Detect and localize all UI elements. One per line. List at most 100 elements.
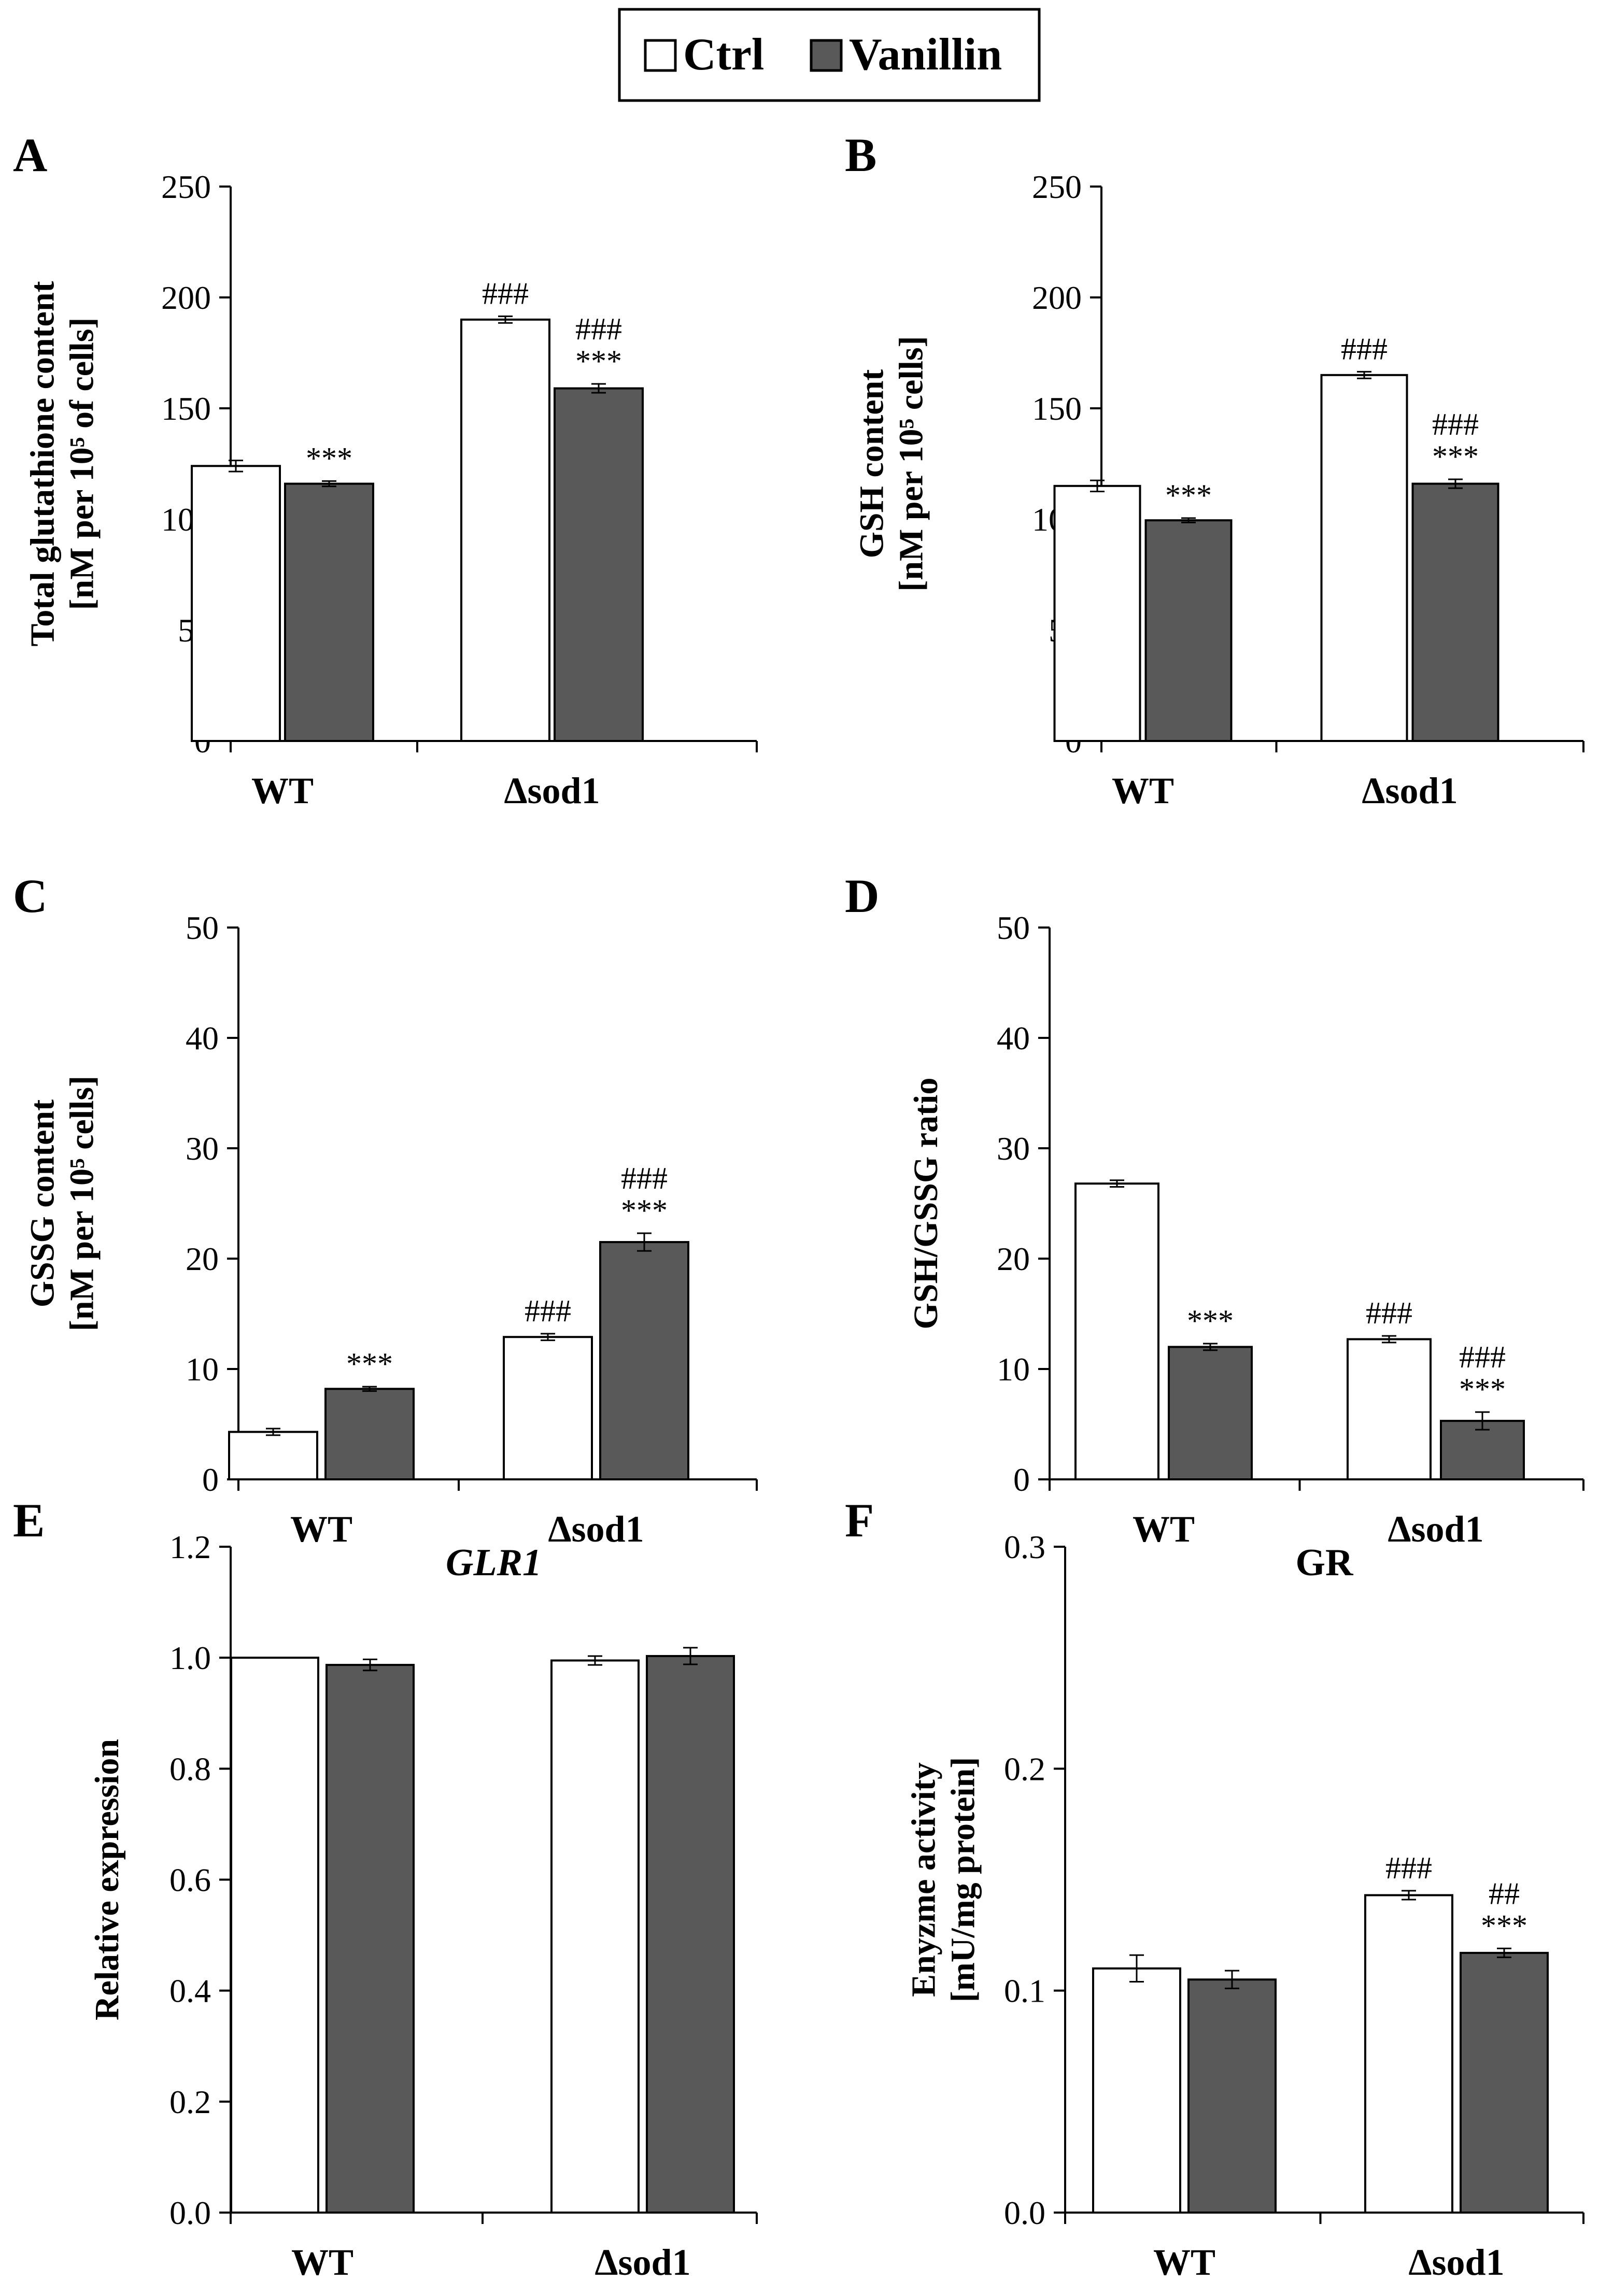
panel-c-bar-vanillin — [599, 1241, 689, 1481]
panel-c: C 0 10 20 30 40 50 WT Δsod1 GSSG content[nM per 1… — [13, 869, 758, 1550]
panel-d-y-axis-label-line: GSH/GSSG ratio — [907, 1078, 945, 1330]
panel-c-y-axis-label-line: GSSG content — [23, 1100, 61, 1308]
panel-d-letter: D — [845, 869, 879, 922]
legend-label-vanillin: Vanillin — [849, 30, 1002, 80]
panel-b-y-tick-label: 150 — [1032, 390, 1082, 427]
panel-a-y-tick-label: 150 — [161, 390, 211, 427]
panel-f-category-label: Δsod1 — [1408, 2242, 1504, 2283]
panel-f-y-tick-label: 0.1 — [1004, 1973, 1045, 2009]
panel-f-y-axis-label: Enyzme activity[mU/mg protein] — [904, 1757, 982, 2003]
panel-d-y-tick-label: 30 — [997, 1130, 1030, 1167]
legend: Ctrl Vanillin — [618, 8, 1041, 102]
panel-b: B050100150200250WTΔsod1GSH content[nM pe… — [845, 129, 1584, 811]
panel-f-y-tick-label: 0.0 — [1004, 2194, 1045, 2231]
panel-c-significance-label: *** — [621, 1193, 668, 1228]
panel-d-bar-ctrl — [1347, 1338, 1432, 1480]
panel-d-y-tick-label: 10 — [997, 1351, 1030, 1388]
panel-d-y-tick-label: 50 — [997, 909, 1030, 946]
panel-f-title: GR — [1296, 1542, 1354, 1584]
legend-label-ctrl: Ctrl — [683, 30, 764, 80]
panel-e-y-axis-label-line: Relative expression — [88, 1739, 126, 2020]
panel-d-y-tick-label: 20 — [997, 1240, 1030, 1277]
panel-e-y-tick-label: 0.8 — [169, 1750, 211, 1787]
panel-e: E GLR1 0.0 0.2 0.4 0.6 0.8 1.0 1.2 WT Δsod1 Relativ… — [13, 1494, 758, 2283]
panel-d-bar-ctrl — [1074, 1182, 1159, 1480]
panel-c-y-axis-label-line: [nM per 10⁵ cells] — [63, 1076, 101, 1331]
panels: A050100150200250WTΔsod1Total glutathione… — [13, 129, 1584, 2283]
panel-a-significance-label: ### — [575, 312, 622, 346]
panel-f-category-label: WT — [1153, 2242, 1215, 2283]
panel-e-bar-ctrl — [550, 1659, 640, 2214]
panel-e-y-tick-label: 0.4 — [169, 1973, 211, 2009]
panel-c-category-label: Δsod1 — [548, 1508, 644, 1550]
panel-f-significance-label: ## — [1489, 1876, 1520, 1910]
legend-swatch-vanillin — [810, 39, 843, 72]
panel-f-y-tick-label: 0.3 — [1004, 1529, 1045, 1565]
panel-a-y-axis-label: Total glutathione content[nM per 10⁵ of … — [23, 281, 101, 646]
panel-a-y-axis-label-line: [nM per 10⁵ of cells] — [63, 318, 101, 610]
panel-d-y-tick-label: 40 — [997, 1020, 1030, 1057]
panel-a: A050100150200250WTΔsod1Total glutathione… — [13, 129, 758, 811]
panel-e-bar-vanillin — [646, 1655, 735, 2214]
panel-c-y-axis-label: GSSG content[nM per 10⁵ cells] — [23, 1076, 101, 1331]
panel-e-y-axis-label: Relative expression — [88, 1739, 126, 2020]
panel-e-letter: E — [13, 1494, 45, 1547]
panel-a-y-tick-label: 250 — [161, 168, 211, 205]
panel-b-bar-vanillin — [1144, 519, 1233, 742]
panel-b-y-axis-label: GSH content[nM per 10⁵ cells] — [853, 336, 930, 591]
panel-e-bar-ctrl — [230, 1657, 319, 2214]
panel-f-bar-vanillin — [1460, 1951, 1549, 2214]
panel-a-significance-label: ### — [482, 276, 529, 310]
panel-a-significance-label: *** — [575, 344, 622, 378]
panel-f-letter: F — [845, 1494, 874, 1547]
panel-a-category-label: Δsod1 — [504, 770, 600, 811]
panel-a-category-label: WT — [251, 770, 314, 811]
panel-b-y-tick-label: 200 — [1032, 279, 1082, 316]
panel-f-y-tick-label: 0.2 — [1004, 1750, 1045, 1787]
panel-e-y-tick-label: 0.2 — [169, 2084, 211, 2120]
panel-a-bar-ctrl — [191, 465, 281, 742]
panel-b-y-tick-label: 250 — [1032, 168, 1082, 205]
panel-b-significance-label: *** — [1432, 439, 1479, 474]
panel-c-y-tick-label: 30 — [186, 1130, 219, 1167]
panel-f-bar-ctrl — [1364, 1894, 1453, 2214]
panel-c-y-tick-label: 0 — [202, 1461, 219, 1498]
panel-c-bar-vanillin — [324, 1388, 415, 1481]
panel-f-y-axis-label-line: Enyzme activity — [904, 1762, 942, 1997]
panel-b-category-label: WT — [1112, 770, 1174, 811]
panel-d-bar-vanillin — [1440, 1420, 1525, 1481]
panel-c-category-label: WT — [290, 1508, 352, 1550]
panel-d-significance-label: *** — [1459, 1372, 1506, 1406]
panel-e-y-tick-label: 1.2 — [169, 1529, 211, 1565]
panel-f: F GR 0.0 0.1 0.2 0.3 WT Δsod1 Enyzme activity[mU… — [845, 1494, 1584, 2283]
panel-d-y-axis-label: GSH/GSSG ratio — [907, 1078, 945, 1330]
panel-e-y-tick-label: 0.6 — [169, 1862, 211, 1899]
panel-a-bar-vanillin — [284, 482, 374, 743]
panel-c-y-tick-label: 40 — [186, 1020, 219, 1057]
panel-b-significance-label: ### — [1341, 332, 1388, 366]
panel-c-bar-ctrl — [503, 1336, 593, 1480]
panel-f-bar-vanillin — [1187, 1978, 1277, 2214]
panel-b-y-axis-label-line: [nM per 10⁵ cells] — [892, 336, 930, 591]
panel-c-y-tick-label: 20 — [186, 1240, 219, 1277]
panel-c-y-tick-label: 10 — [186, 1351, 219, 1388]
panel-b-letter: B — [845, 129, 876, 181]
panel-a-y-axis-label-line: Total glutathione content — [23, 281, 61, 646]
panel-c-significance-label: *** — [346, 1347, 393, 1381]
panel-d-category-label: WT — [1133, 1508, 1195, 1550]
panel-c-bar-ctrl — [228, 1431, 318, 1480]
panel-a-y-tick-label: 200 — [161, 279, 211, 316]
panel-d-category-label: Δsod1 — [1388, 1508, 1483, 1550]
panel-a-bar-ctrl — [460, 318, 550, 742]
legend-swatch-ctrl — [644, 39, 677, 72]
panel-b-significance-label: *** — [1165, 478, 1212, 512]
panel-e-y-tick-label: 1.0 — [169, 1639, 211, 1676]
panel-d-bar-vanillin — [1168, 1346, 1253, 1480]
panel-f-y-axis-label-line: [mU/mg protein] — [944, 1757, 982, 2003]
panel-c-significance-label: ### — [525, 1294, 571, 1328]
panel-e-bar-vanillin — [326, 1664, 415, 2214]
panel-b-bar-vanillin — [1411, 482, 1499, 743]
panel-a-letter: A — [13, 129, 47, 181]
